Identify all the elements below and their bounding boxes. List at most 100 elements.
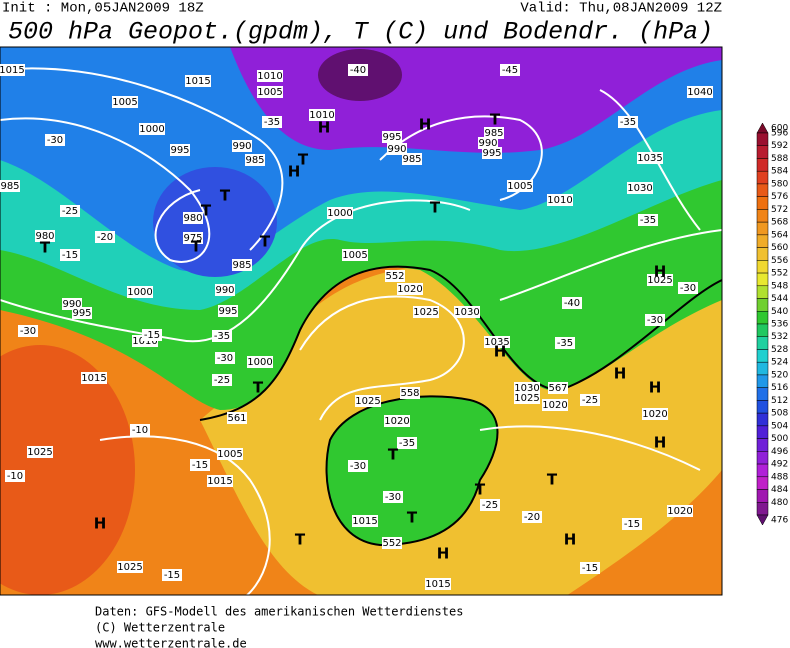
map-label: 1020 <box>542 400 567 411</box>
map-label: 985 <box>0 181 19 192</box>
colorbar-label: 508 <box>771 409 788 419</box>
pressure-center: T <box>407 509 418 527</box>
map-label-bg <box>400 387 420 399</box>
colorbar-label: 596 <box>771 129 788 139</box>
map-label: 985 <box>232 260 251 271</box>
map-label-bg <box>81 372 107 384</box>
map-label-bg <box>60 249 80 261</box>
map-label: 1015 <box>207 476 232 487</box>
map-label: 1035 <box>484 337 509 348</box>
colorbar-cell <box>756 438 769 452</box>
map-label-bg <box>622 518 642 530</box>
colorbar-label: 492 <box>771 460 788 470</box>
pressure-center: T <box>260 233 271 251</box>
map-label-bg <box>127 286 153 298</box>
map-label-bg <box>218 305 238 317</box>
colorbar-label: 524 <box>771 358 788 368</box>
map-label: 975 <box>183 233 202 244</box>
colorbar-cell <box>756 476 769 490</box>
map-label-bg <box>348 460 368 472</box>
map-label: 1030 <box>627 183 652 194</box>
colorbar-cell <box>756 514 769 526</box>
colorbar-label: 532 <box>771 332 788 342</box>
pressure-center: H <box>419 116 432 134</box>
map-label: -30 <box>47 135 63 146</box>
colorbar-cell <box>756 387 769 401</box>
map-label-bg <box>45 134 65 146</box>
map-label: 990 <box>478 138 497 149</box>
map-label-bg <box>425 578 451 590</box>
map-label: -25 <box>582 395 598 406</box>
map-label: 995 <box>170 145 189 156</box>
map-label: 1000 <box>247 357 272 368</box>
map-label-bg <box>500 64 520 76</box>
pressure-center: T <box>388 446 399 464</box>
map-label-bg <box>480 499 500 511</box>
pressure-center: T <box>547 471 558 489</box>
map-label: 1025 <box>27 447 52 458</box>
colorbar-cell <box>756 209 769 223</box>
colorbar-label: 600 <box>771 124 788 134</box>
map-label: 980 <box>183 213 202 224</box>
map-label-bg <box>130 424 150 436</box>
colorbar-label: 488 <box>771 472 788 482</box>
map-label-bg <box>507 180 533 192</box>
map-label: 1015 <box>352 516 377 527</box>
colorbar-label: 588 <box>771 154 788 164</box>
map-label: 1020 <box>667 506 692 517</box>
pressure-center: H <box>318 119 331 137</box>
colorbar-label: 528 <box>771 345 788 355</box>
map-label: 1035 <box>637 153 662 164</box>
colorbar-cell <box>756 311 769 325</box>
isobar <box>99 435 271 595</box>
colorbar-label: 560 <box>771 243 788 253</box>
map-label-bg <box>162 569 182 581</box>
pressure-center: H <box>564 531 577 549</box>
map-label-bg <box>413 306 439 318</box>
colorbar-label: 548 <box>771 281 788 291</box>
map-label-bg <box>383 491 403 503</box>
map-label: 1010 <box>547 195 572 206</box>
map-label-bg <box>555 337 575 349</box>
pressure-center: H <box>288 163 301 181</box>
colorbar-label: 496 <box>771 447 788 457</box>
map-label-bg <box>139 123 165 135</box>
colorbar-cell <box>756 489 769 503</box>
footer-line: www.wetterzentrale.de <box>95 637 247 648</box>
map-label-bg <box>514 382 540 394</box>
map-label: 1000 <box>127 287 152 298</box>
colorbar-label: 576 <box>771 192 788 202</box>
map-label-bg <box>18 325 38 337</box>
colorbar-cell <box>756 170 769 185</box>
map-label: -40 <box>350 65 366 76</box>
map-label: 1010 <box>257 71 282 82</box>
map-label-bg <box>72 307 92 319</box>
map-label: 558 <box>400 388 419 399</box>
colorbar-cell <box>756 260 769 274</box>
map-label-bg <box>397 283 423 295</box>
colorbar-label: 516 <box>771 383 788 393</box>
colorbar-cell <box>756 122 769 134</box>
valid-time: Valid: Thu,08JAN2009 12Z <box>520 1 722 17</box>
colorbar-label: 572 <box>771 205 788 215</box>
map-label-bg <box>190 459 210 471</box>
map-label: -15 <box>582 563 598 574</box>
colorbar-cell <box>756 463 769 478</box>
pressure-center: H <box>494 343 507 361</box>
pressure-center: T <box>490 111 501 129</box>
map-label-bg <box>382 131 402 143</box>
map-label-bg <box>185 75 211 87</box>
map-label: 1010 <box>309 110 334 121</box>
map-label: 1030 <box>454 307 479 318</box>
map-label-bg <box>562 297 582 309</box>
colorbar-label: 484 <box>771 485 788 495</box>
colorbar-cell <box>756 336 769 350</box>
map-label-bg <box>627 182 653 194</box>
map-title: 500 hPa Geopot.(gpdm), T (C) und Bodendr… <box>8 18 713 47</box>
colorbar-label: 536 <box>771 320 788 330</box>
map-label-bg <box>327 207 353 219</box>
pressure-center: T <box>40 239 51 257</box>
isobar <box>599 89 701 231</box>
map-label: 1000 <box>139 124 164 135</box>
